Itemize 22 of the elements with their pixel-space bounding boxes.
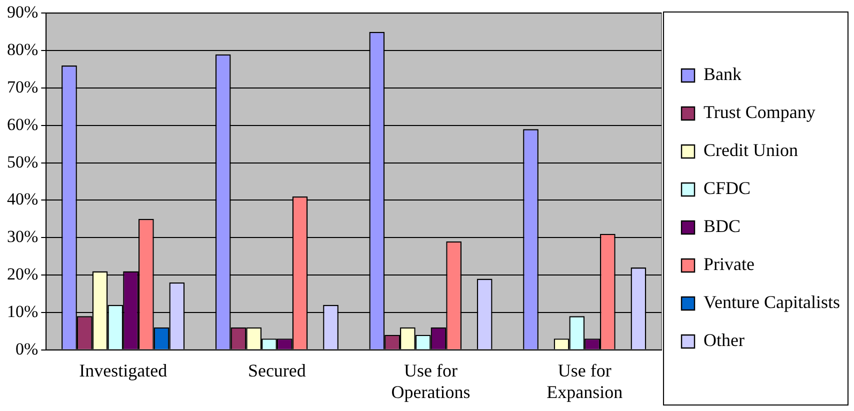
legend-label: Venture Capitalists: [704, 292, 840, 312]
y-tick-label: 60%: [6, 114, 38, 134]
y-tick-label: 80%: [6, 40, 38, 60]
legend-label: Private: [704, 254, 755, 274]
legend-label: Other: [704, 330, 745, 350]
legend-label: CFDC: [704, 178, 751, 198]
x-tick-label: Secured: [248, 360, 306, 380]
y-tick-label: 30%: [6, 227, 38, 246]
x-tick-label: Investigated: [79, 360, 168, 380]
y-tick-label: 70%: [6, 77, 38, 96]
legend-label: BDC: [704, 216, 741, 236]
legend-label: Credit Union: [704, 140, 798, 160]
y-tick-label: 10%: [6, 302, 38, 321]
y-tick-label: 0%: [15, 339, 38, 358]
legend-label: Trust Company: [704, 102, 816, 122]
y-tick-label: 90%: [6, 2, 38, 22]
y-tick-label: 40%: [6, 190, 38, 209]
y-tick-label: 50%: [6, 152, 38, 172]
y-tick-label: 20%: [6, 264, 38, 284]
x-tick-label: Use for Operations: [391, 360, 470, 402]
x-tick-label: Use for Expansion: [546, 360, 623, 402]
legend-label: Bank: [704, 64, 742, 84]
